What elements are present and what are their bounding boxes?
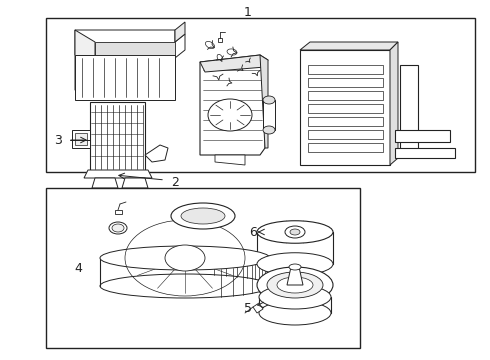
Ellipse shape [263,126,275,134]
Ellipse shape [181,208,225,224]
Bar [46,18,475,172]
Ellipse shape [259,301,331,325]
Polygon shape [200,55,265,155]
Bar [308,143,383,152]
Polygon shape [300,50,390,165]
Text: 5: 5 [244,302,252,315]
Ellipse shape [257,267,333,303]
Polygon shape [395,130,450,142]
Ellipse shape [227,49,237,55]
Bar [308,130,383,139]
Bar [308,117,383,126]
Text: 6: 6 [249,225,257,239]
Bar [72,130,90,148]
Ellipse shape [285,226,305,238]
Bar [90,102,145,172]
Ellipse shape [109,222,127,234]
Ellipse shape [267,272,323,298]
Ellipse shape [237,65,244,71]
Polygon shape [300,42,398,50]
Bar [400,65,418,150]
Polygon shape [218,38,222,42]
Ellipse shape [263,96,275,104]
Polygon shape [115,210,122,214]
Ellipse shape [290,229,300,235]
Ellipse shape [257,253,333,275]
Text: 2: 2 [171,176,179,189]
Bar [308,104,383,113]
Text: 4: 4 [74,261,82,274]
Ellipse shape [171,203,235,229]
Ellipse shape [208,99,252,131]
Polygon shape [200,55,268,72]
Polygon shape [215,155,245,165]
Text: 3: 3 [54,134,62,147]
Ellipse shape [224,80,232,85]
Bar [308,65,383,74]
Ellipse shape [257,221,333,243]
Polygon shape [75,30,95,100]
Polygon shape [75,55,175,100]
Ellipse shape [100,274,270,298]
Polygon shape [395,148,455,158]
Bar [308,91,383,100]
Ellipse shape [289,264,301,270]
Ellipse shape [245,58,250,63]
Polygon shape [84,170,152,178]
Ellipse shape [205,41,215,49]
Bar [263,100,275,130]
Ellipse shape [277,277,313,293]
Bar [46,188,360,348]
Bar [308,78,383,87]
Polygon shape [253,303,263,313]
Polygon shape [287,267,303,285]
Polygon shape [95,42,175,55]
Ellipse shape [165,245,205,271]
Bar [75,133,87,145]
Ellipse shape [259,285,331,309]
Polygon shape [145,145,168,162]
Polygon shape [175,22,185,42]
Polygon shape [390,42,398,165]
Ellipse shape [100,246,270,270]
Ellipse shape [215,70,221,80]
Ellipse shape [112,224,124,232]
Text: 1: 1 [244,5,252,18]
Ellipse shape [217,54,223,62]
Ellipse shape [253,68,259,76]
Polygon shape [260,55,268,148]
Polygon shape [92,178,118,188]
Polygon shape [122,178,148,188]
Polygon shape [75,30,185,58]
